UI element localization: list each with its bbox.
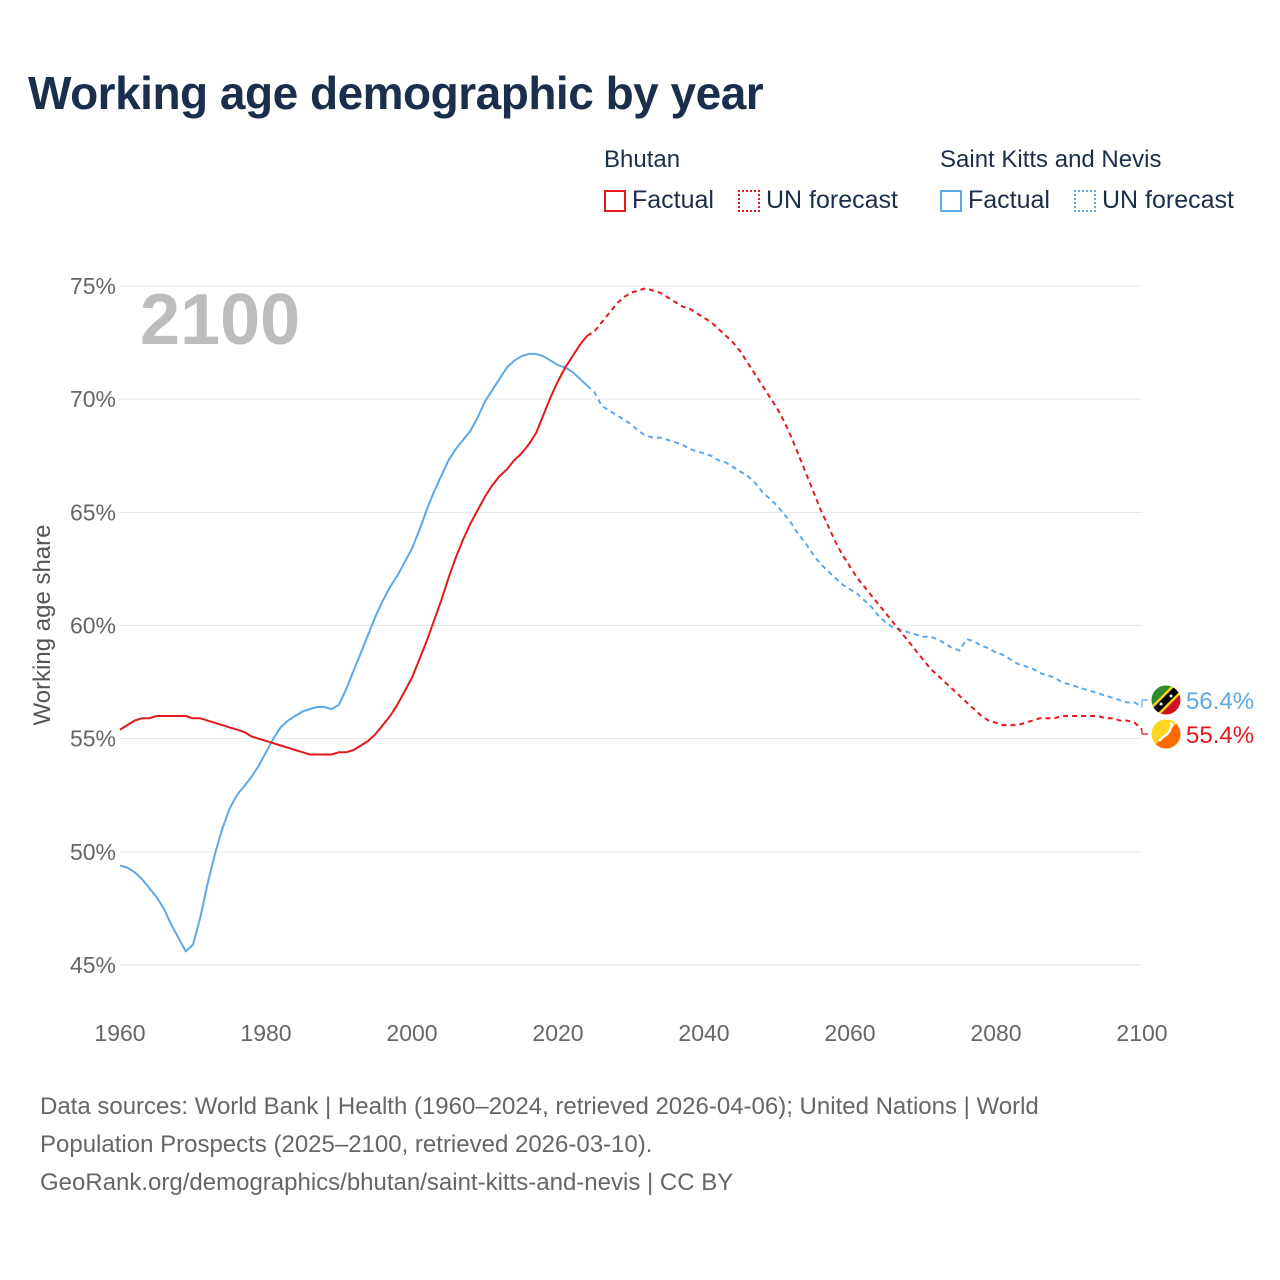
y-tick-label: 75% — [70, 273, 116, 299]
bhutan-label-connector — [1141, 729, 1148, 735]
legend-swatch-dotted — [738, 189, 760, 212]
legend-bhutan-factual[interactable]: Factual — [604, 186, 714, 215]
y-tick-label: 45% — [70, 952, 116, 978]
legend-bhutan-forecast[interactable]: UN forecast — [738, 186, 898, 215]
bhutan-forecast-line[interactable] — [586, 287, 1143, 731]
y-tick-label: 65% — [70, 499, 116, 525]
y-tick-label: 70% — [70, 386, 116, 412]
footer-sources-line-1: Data sources: World Bank | Health (1960–… — [40, 1093, 1039, 1120]
footer-sources-line-2: Population Prospects (2025–2100, retriev… — [40, 1131, 653, 1158]
chart-title: Working age demographic by year — [28, 67, 764, 119]
x-tick-label: 1980 — [240, 1020, 291, 1046]
x-tick-label: 2020 — [532, 1020, 583, 1046]
bhutan-flag-icon — [1151, 719, 1181, 749]
bhutan-factual-line[interactable] — [119, 335, 588, 756]
legend-label: Factual — [968, 186, 1050, 214]
y-axis-title: Working age share — [29, 525, 56, 726]
legend-title-saint-kitts: Saint Kitts and Nevis — [940, 146, 1162, 173]
legend-swatch-solid — [940, 189, 962, 212]
saint-kitts-and-nevis-forecast-line[interactable] — [586, 384, 1143, 708]
y-tick-label: 60% — [70, 613, 116, 639]
saint-kitts-and-nevis-end-value-label: 56.4% — [1186, 688, 1254, 715]
x-tick-label: 2000 — [386, 1020, 437, 1046]
x-tick-label: 1960 — [94, 1020, 145, 1046]
x-tick-label: 2080 — [970, 1020, 1021, 1046]
saint-kitts-and-nevis-factual-line[interactable] — [119, 352, 588, 953]
flag-outline — [1150, 718, 1182, 750]
bhutan-end-value-label: 55.4% — [1186, 722, 1254, 749]
legend-label: UN forecast — [1102, 186, 1234, 214]
footer: Data sources: World Bank | Health (1960–… — [40, 1088, 1220, 1202]
legend-label: Factual — [632, 186, 714, 214]
legend-swatch-dotted — [1074, 189, 1096, 212]
flag-dragon — [1158, 721, 1174, 742]
legend-saint-kitts-factual[interactable]: Factual — [940, 186, 1050, 215]
saint-kitts-and-nevis-label-connector — [1141, 699, 1148, 707]
x-tick-label: 2060 — [824, 1020, 875, 1046]
legend-swatch-solid — [604, 189, 626, 212]
flag-star — [1159, 702, 1163, 706]
footer-attribution: GeoRank.org/demographics/bhutan/saint-ki… — [40, 1169, 734, 1196]
year-watermark: 2100 — [140, 280, 300, 360]
flag-outline — [1150, 684, 1182, 716]
flag-star — [1169, 694, 1173, 698]
y-tick-label: 50% — [70, 839, 116, 865]
line-chart: 45% 50% 55% 60% 65% 70% 75% 1960 1980 2000 2020 20… — [29, 273, 1254, 1046]
x-tick-label: 2040 — [678, 1020, 729, 1046]
y-tick-label: 55% — [70, 726, 116, 752]
legend-saint-kitts-forecast[interactable]: UN forecast — [1074, 186, 1234, 215]
saint-kitts-and-nevis-flag-icon — [1151, 685, 1181, 715]
legend-title-bhutan: Bhutan — [604, 146, 681, 173]
x-tick-label: 2100 — [1116, 1020, 1167, 1046]
legend-label: UN forecast — [766, 186, 898, 214]
